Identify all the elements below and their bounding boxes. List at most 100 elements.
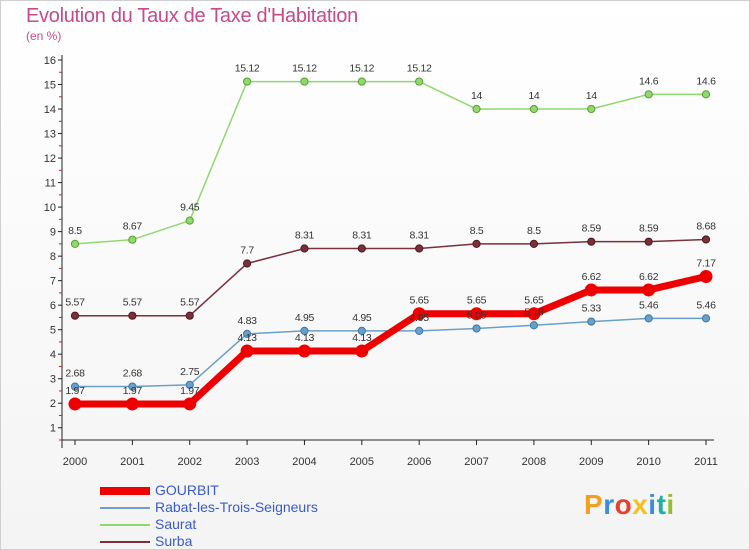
data-point [185,311,194,320]
data-label: 5.57 [123,297,143,309]
x-tick-label: 2011 [694,456,718,468]
data-point [185,380,194,389]
data-point [242,329,252,338]
data-label: 2.75 [180,366,200,378]
data-label: 5.65 [410,295,430,307]
data-point [587,317,596,326]
y-tick-label: 16 [44,55,56,67]
data-point [128,382,137,391]
data-label: 8.31 [352,230,372,242]
x-tick-label: 2001 [120,456,144,468]
series-line-2 [74,80,706,245]
data-point [699,269,713,283]
data-label: 5.33 [582,303,602,315]
series-line-0 [75,273,707,408]
data-point [701,235,711,244]
series-line-3 [75,238,707,317]
data-point [472,324,481,333]
data-point [644,237,653,246]
data-label: 8.59 [639,223,659,235]
data-label: 8.67 [123,221,143,233]
x-tick-label: 2006 [407,456,431,468]
x-tick-label: 2002 [177,456,201,468]
data-labels: 8.5 8.67 9.45 15.12 15.12 15.12 15.12 14 14 14 14.… [65,63,716,397]
data-label: 4.13 [352,332,372,344]
logo-letter: o [614,489,633,520]
x-tick-label: 2000 [63,456,87,468]
data-point [412,307,426,321]
y-tick-label: 1 [50,423,56,435]
data-label: 1.97 [123,385,143,397]
data-label: 4.95 [295,312,315,324]
data-label: 5.65 [524,295,544,307]
legend-swatch [100,507,150,509]
x-tick-label: 2008 [522,456,546,468]
data-label: 15.12 [407,63,432,75]
data-label: 8.31 [295,230,315,242]
data-label: 8.59 [582,223,602,235]
data-point [68,397,82,411]
data-label: 14.6 [639,75,659,87]
data-point [70,382,80,391]
data-point [415,244,424,253]
data-label: 14 [528,90,540,102]
logo-letter: x [632,489,649,520]
data-label: 14 [471,90,483,102]
data-label: 9.45 [180,202,200,214]
data-label: 6.62 [639,271,659,283]
data-point [642,283,656,297]
data-label: 5.05 [467,309,487,321]
data-point [415,77,424,86]
data-point [128,235,137,244]
data-label: 5.18 [524,306,544,318]
data-point [472,104,481,114]
data-point [644,314,653,323]
y-tick-label: 7 [50,276,56,288]
data-point [529,321,539,330]
y-tick-label: 5 [50,325,56,337]
legend-swatch [100,541,150,543]
data-label: 4.95 [410,312,430,324]
series-layer [68,77,713,411]
data-point [357,326,366,336]
data-label: 6.62 [582,271,602,283]
y-tick-label: 12 [44,153,56,165]
data-label: 2.68 [123,368,143,380]
data-label: 1.97 [65,385,85,397]
data-label: 4.95 [352,312,372,324]
data-label: 5.65 [467,295,487,307]
data-point [185,216,194,225]
data-point [587,237,596,246]
data-label: 15.12 [235,63,260,75]
data-point [472,239,481,248]
legend-swatch [100,487,150,495]
y-tick-label: 14 [44,104,56,116]
y-tick-label: 9 [50,227,56,239]
data-point [527,307,541,321]
y-tick-label: 8 [50,251,56,263]
data-point [300,326,309,336]
legend-label: GOURBIT [155,482,219,498]
data-label: 8.68 [696,220,716,232]
x-tick-label: 2007 [464,456,488,468]
logo-letter: P [584,489,604,520]
data-label: 7.17 [696,257,716,269]
data-point [701,90,711,99]
data-label: 5.46 [639,299,659,311]
y-tick-label: 15 [44,80,56,92]
data-point [357,77,366,86]
data-label: 4.13 [237,332,257,344]
data-point [415,326,424,336]
y-tick-label: 10 [44,202,56,214]
data-point [587,104,596,114]
data-point [125,397,139,411]
data-point [300,244,309,253]
data-label: 1.97 [180,385,200,397]
y-tick-label: 11 [45,178,56,190]
data-point [529,239,539,248]
data-label: 5.57 [180,297,200,309]
x-tick-label: 2010 [636,456,660,468]
data-point [584,283,598,297]
